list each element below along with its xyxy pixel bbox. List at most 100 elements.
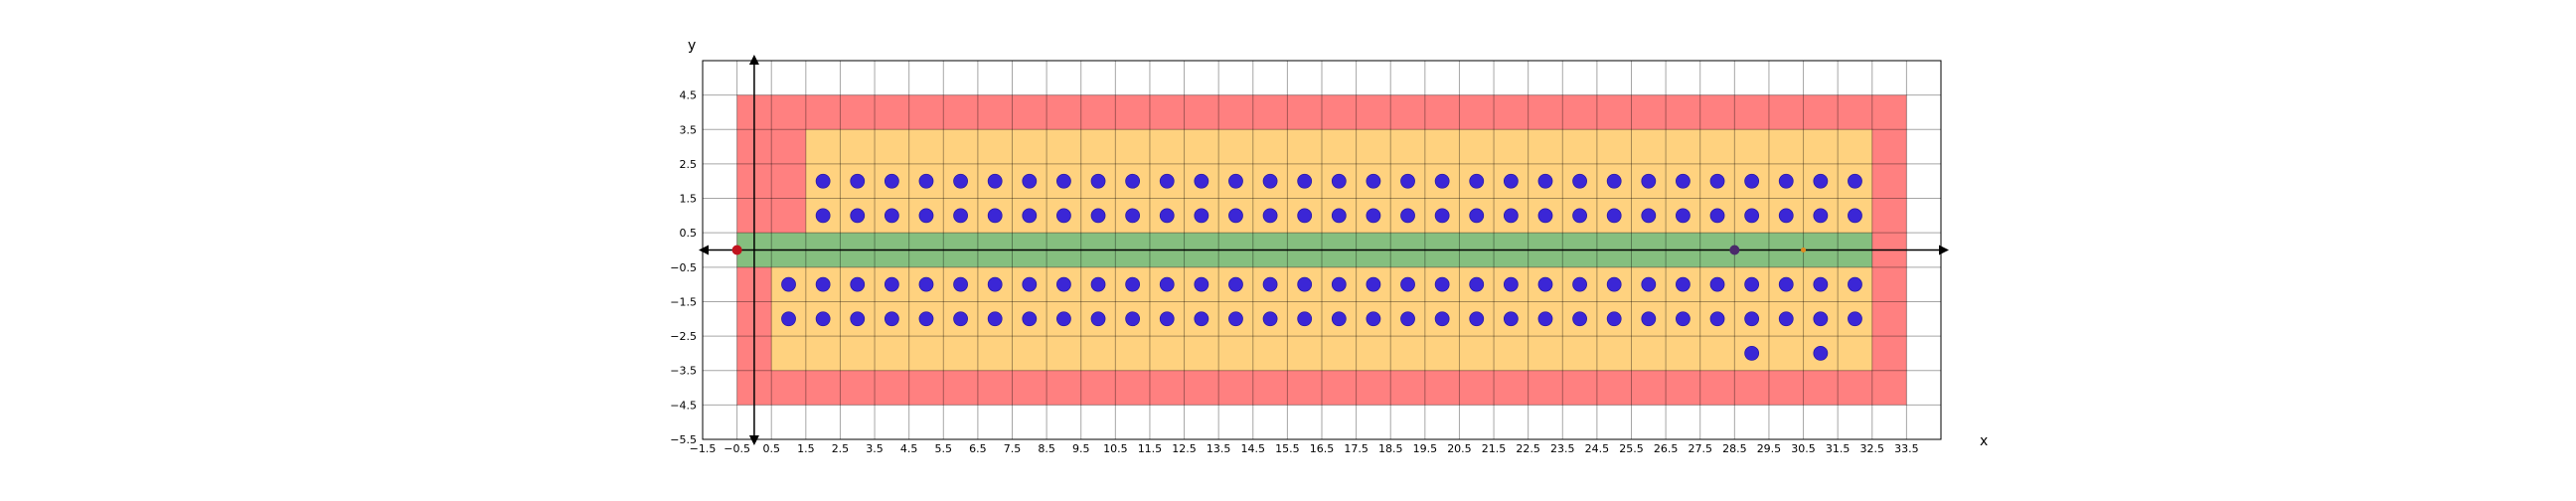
x-tick-label-2: 0.5 <box>762 442 780 455</box>
goal-point <box>1801 248 1807 252</box>
row-y-1-point-27 <box>1709 276 1725 292</box>
x-tick-label-1: −0.5 <box>724 442 750 455</box>
y-axis-label: y <box>688 38 696 54</box>
x-tick-label-14: 12.5 <box>1172 442 1197 455</box>
y-tick-label-2: 2.5 <box>680 158 698 171</box>
row-y-2-point-28 <box>1744 311 1760 327</box>
y-tick-label-0: 4.5 <box>680 89 698 102</box>
row-y1-point-29 <box>1813 208 1829 224</box>
row-y2-point-5 <box>987 173 1003 189</box>
data-points <box>731 173 1862 361</box>
row-y2-point-15 <box>1331 173 1347 189</box>
y-tick-label-9: −4.5 <box>670 399 697 412</box>
y-axis-arrow-down <box>748 435 759 445</box>
y-tick-label-1: 3.5 <box>680 123 698 136</box>
row-y2-point-25 <box>1676 173 1690 189</box>
row-y-1-point-5 <box>953 276 968 292</box>
row-y-1-point-22 <box>1537 276 1553 292</box>
row-y-2-point-9 <box>1090 311 1106 327</box>
x-tick-label-0: −1.5 <box>690 442 717 455</box>
y-axis-arrow-up <box>748 55 759 65</box>
row-y2-point-18 <box>1434 173 1450 189</box>
row-y1-point-8 <box>1090 208 1106 224</box>
row-y1-point-18 <box>1434 208 1450 224</box>
y-tick-label-10: −5.5 <box>670 433 697 446</box>
row-y-3-point-1 <box>1813 346 1829 361</box>
row-y-1-point-18 <box>1400 276 1415 292</box>
x-tick-labels: −1.5 −0.5 0.5 1.5 2.5 3.5 4.5 5.5 6.5 7.5 8.5 9.5 10… <box>690 442 1919 455</box>
x-tick-label-30: 28.5 <box>1722 442 1747 455</box>
x-tick-label-11: 9.5 <box>1072 442 1090 455</box>
x-tick-label-7: 5.5 <box>935 442 953 455</box>
row-y1-point-27 <box>1744 208 1760 224</box>
row-y2-point-9 <box>1125 173 1141 189</box>
row-y1-point-16 <box>1366 208 1381 224</box>
row-y-2-point-3 <box>884 311 899 327</box>
x-tick-label-17: 15.5 <box>1275 442 1300 455</box>
x-tick-label-23: 21.5 <box>1482 442 1507 455</box>
x-tick-label-31: 29.5 <box>1757 442 1782 455</box>
row-y-2-point-17 <box>1366 311 1381 327</box>
x-axis-arrow-right <box>1939 245 1949 255</box>
x-tick-label-12: 10.5 <box>1103 442 1128 455</box>
x-tick-label-35: 33.5 <box>1894 442 1919 455</box>
row-y-2-point-2 <box>850 311 866 327</box>
row-y2-point-19 <box>1469 173 1485 189</box>
y-tick-label-8: −3.5 <box>670 365 697 378</box>
row-y-2-point-16 <box>1331 311 1347 327</box>
row-y1-point-6 <box>1022 208 1038 224</box>
row-y2-point-22 <box>1572 173 1587 189</box>
row-y-2-point-7 <box>1022 311 1038 327</box>
robot-point <box>1729 245 1740 255</box>
x-tick-label-4: 2.5 <box>832 442 850 455</box>
row-y-2-point-24 <box>1606 311 1622 327</box>
x-tick-label-9: 7.5 <box>1004 442 1022 455</box>
row-y-2-point-23 <box>1572 311 1587 327</box>
row-y1-point-4 <box>953 208 968 224</box>
row-y-1-point-10 <box>1125 276 1141 292</box>
row-y-2-point-12 <box>1194 311 1209 327</box>
row-y-2-point-22 <box>1537 311 1553 327</box>
row-y-2-point-29 <box>1778 311 1794 327</box>
row-y1-point-30 <box>1848 208 1862 224</box>
row-y1-point-17 <box>1400 208 1415 224</box>
row-y2-point-11 <box>1194 173 1209 189</box>
row-y1-point-7 <box>1056 208 1071 224</box>
x-tick-label-25: 23.5 <box>1550 442 1575 455</box>
row-y2-point-13 <box>1262 173 1278 189</box>
row-y1-point-12 <box>1228 208 1243 224</box>
y-tick-label-5: −0.5 <box>670 261 697 274</box>
row-y2-point-2 <box>884 173 899 189</box>
row-y-1-point-17 <box>1366 276 1381 292</box>
row-y2-point-24 <box>1641 173 1657 189</box>
row-y2-point-4 <box>953 173 968 189</box>
row-y2-point-16 <box>1366 173 1381 189</box>
row-y1-point-23 <box>1606 208 1622 224</box>
row-y-1-point-24 <box>1606 276 1622 292</box>
x-tick-label-29: 27.5 <box>1688 442 1712 455</box>
x-tick-label-34: 32.5 <box>1860 442 1885 455</box>
row-y-1-point-28 <box>1744 276 1760 292</box>
row-y1-point-9 <box>1125 208 1141 224</box>
y-tick-label-4: 0.5 <box>680 227 698 240</box>
row-y-2-point-14 <box>1262 311 1278 327</box>
row-y-2-point-11 <box>1159 311 1175 327</box>
x-tick-label-5: 3.5 <box>866 442 884 455</box>
row-y-1-point-9 <box>1090 276 1106 292</box>
row-y-2-point-5 <box>953 311 968 327</box>
row-y-1-point-19 <box>1434 276 1450 292</box>
x-tick-label-16: 14.5 <box>1241 442 1266 455</box>
row-y1-point-21 <box>1537 208 1553 224</box>
row-y1-point-28 <box>1778 208 1794 224</box>
x-axis-arrow-left <box>699 245 709 255</box>
row-y-1-point-3 <box>884 276 899 292</box>
row-y2-point-14 <box>1297 173 1313 189</box>
x-tick-label-24: 22.5 <box>1516 442 1540 455</box>
row-y1-point-13 <box>1262 208 1278 224</box>
row-y-1-point-20 <box>1469 276 1485 292</box>
row-y-2-point-26 <box>1676 311 1690 327</box>
row-y1-point-0 <box>815 208 831 224</box>
x-tick-label-28: 26.5 <box>1654 442 1679 455</box>
row-y-2-point-19 <box>1434 311 1450 327</box>
